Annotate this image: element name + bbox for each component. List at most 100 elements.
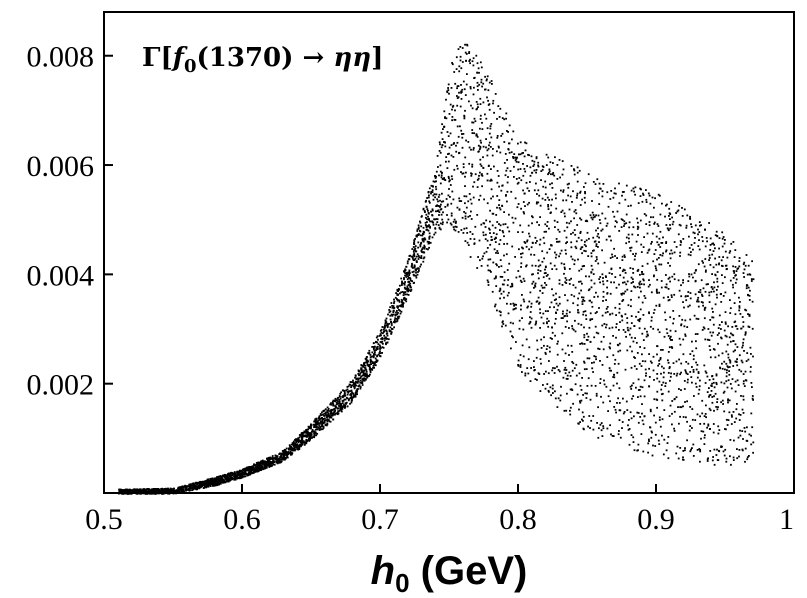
scatter-point [588, 299, 591, 302]
scatter-point [215, 479, 218, 482]
scatter-point [509, 330, 512, 333]
scatter-point [740, 327, 743, 330]
scatter-point [574, 209, 577, 211]
scatter-point [516, 206, 519, 209]
scatter-point [616, 402, 618, 404]
scatter-point [695, 340, 697, 343]
scatter-point [627, 329, 629, 331]
scatter-point [487, 284, 490, 286]
scatter-point [708, 254, 711, 257]
scatter-point [454, 222, 457, 224]
scatter-point [580, 268, 583, 271]
scatter-point [373, 353, 375, 356]
scatter-point [706, 240, 708, 243]
scatter-point [721, 367, 724, 370]
scatter-point [371, 346, 374, 348]
scatter-point [499, 229, 501, 231]
scatter-point [617, 350, 620, 353]
scatter-point [650, 242, 652, 245]
scatter-point [211, 477, 214, 480]
scatter-point [633, 325, 636, 327]
scatter-point [743, 385, 746, 387]
scatter-point [445, 160, 447, 163]
scatter-point [536, 221, 538, 224]
scatter-point [591, 318, 594, 320]
scatter-point [314, 423, 317, 426]
scatter-point [729, 299, 731, 301]
scatter-point [641, 412, 643, 415]
scatter-point [313, 424, 316, 427]
scatter-point [693, 272, 696, 274]
scatter-point [470, 218, 473, 220]
scatter-point [528, 322, 531, 325]
scatter-point [306, 433, 309, 436]
scatter-point [451, 190, 454, 193]
scatter-point [590, 384, 593, 387]
scatter-point [356, 389, 359, 392]
scatter-point [133, 489, 135, 491]
scatter-point [561, 173, 564, 176]
scatter-point [425, 213, 428, 216]
scatter-point [293, 445, 295, 448]
scatter-point [515, 178, 518, 180]
scatter-point [736, 328, 739, 330]
scatter-point [625, 236, 628, 239]
scatter-point [671, 423, 673, 426]
scatter-point [450, 223, 453, 226]
scatter-point [746, 273, 749, 276]
scatter-point [745, 309, 748, 312]
scatter-point [746, 352, 749, 354]
scatter-point [258, 463, 260, 466]
scatter-point [400, 277, 403, 280]
scatter-point [155, 489, 158, 492]
scatter-point [696, 449, 699, 451]
scatter-point [472, 93, 475, 96]
scatter-point [664, 215, 666, 218]
scatter-point [752, 451, 754, 454]
scatter-point [637, 412, 640, 414]
scatter-point [346, 388, 349, 391]
scatter-point [453, 142, 455, 144]
scatter-point [730, 332, 732, 335]
scatter-point [549, 212, 552, 214]
scatter-point [476, 134, 478, 137]
scatter-point [595, 243, 598, 246]
scatter-point [569, 375, 572, 377]
scatter-point [222, 475, 224, 478]
scatter-point [397, 294, 399, 296]
scatter-point [720, 337, 723, 340]
scatter-point [740, 395, 742, 397]
scatter-point [264, 465, 266, 468]
scatter-point [432, 198, 435, 201]
scatter-point [251, 472, 253, 475]
scatter-point [533, 160, 536, 163]
scatter-point [718, 237, 721, 239]
scatter-point [388, 322, 391, 325]
scatter-point [332, 418, 335, 421]
scatter-point [380, 331, 383, 334]
scatter-point [715, 454, 718, 456]
scatter-point [422, 226, 425, 229]
scatter-point [645, 198, 648, 201]
scatter-point [640, 433, 643, 435]
scatter-point [479, 145, 482, 148]
scatter-point [562, 199, 564, 202]
scatter-point [645, 335, 648, 338]
scatter-point [296, 444, 298, 447]
scatter-point [449, 184, 452, 186]
scatter-point [662, 236, 664, 239]
scatter-point [409, 279, 412, 282]
scatter-point [517, 142, 519, 145]
scatter-point [603, 323, 606, 325]
scatter-point [446, 221, 448, 224]
scatter-point [613, 192, 616, 195]
scatter-point [167, 489, 170, 492]
scatter-point [642, 450, 645, 453]
scatter-point [227, 477, 229, 480]
scatter-point [390, 332, 392, 335]
scatter-point [160, 488, 162, 490]
scatter-point [642, 423, 645, 426]
scatter-point [672, 362, 675, 364]
scatter-point [534, 284, 536, 287]
scatter-point [483, 222, 486, 225]
